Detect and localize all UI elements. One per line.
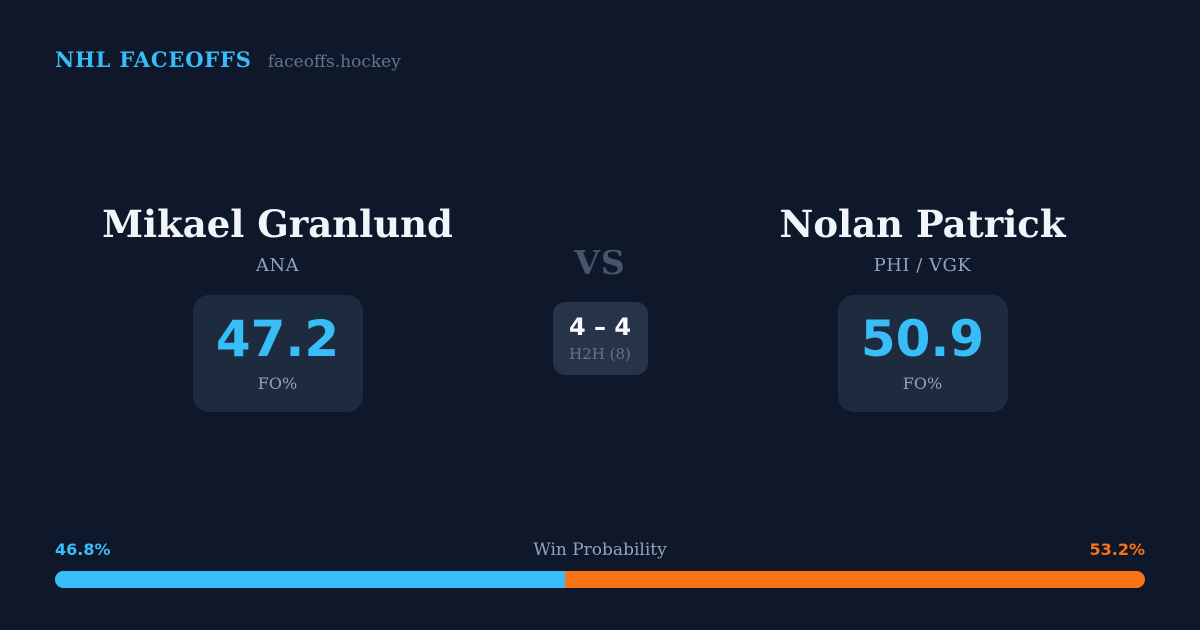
player-left-stat-box: 47.2 FO% (192, 295, 363, 413)
win-probability-bar-left-segment (55, 571, 566, 588)
site-domain: faceoffs.hockey (267, 52, 401, 72)
player-right-team: PHI / VGK (873, 255, 972, 277)
left-win-percentage: 46.8% (55, 540, 111, 559)
player-right-stat-box: 50.9 FO% (837, 295, 1008, 413)
player-right-name: Nolan Patrick (779, 202, 1066, 246)
win-probability-section: 46.8% Win Probability 53.2% (55, 540, 1145, 588)
player-left-name: Mikael Granlund (102, 202, 453, 246)
matchup-row: Mikael Granlund ANA 47.2 FO% VS 4 – 4 H2… (55, 202, 1145, 413)
player-left-team: ANA (255, 255, 300, 277)
win-probability-bar (55, 571, 1145, 588)
brand-title: NHL FACEOFFS (55, 47, 252, 72)
win-probability-title: Win Probability (533, 540, 667, 560)
h2h-score: 4 – 4 (568, 312, 632, 341)
player-left-stat-label: FO% (257, 374, 298, 394)
matchup-center: VS 4 – 4 H2H (8) (500, 202, 700, 376)
player-right-stat-value: 50.9 (860, 310, 985, 369)
player-right-stat-label: FO% (902, 374, 943, 394)
h2h-label: H2H (8) (569, 344, 631, 363)
player-left-stat-value: 47.2 (215, 310, 340, 369)
player-left: Mikael Granlund ANA 47.2 FO% (55, 202, 500, 413)
h2h-box: 4 – 4 H2H (8) (552, 302, 648, 376)
vs-label: VS (574, 243, 626, 282)
header: NHL FACEOFFS faceoffs.hockey (55, 47, 401, 72)
right-win-percentage: 53.2% (1089, 540, 1145, 559)
win-probability-labels: 46.8% Win Probability 53.2% (55, 540, 1145, 560)
player-right: Nolan Patrick PHI / VGK 50.9 FO% (700, 202, 1145, 413)
